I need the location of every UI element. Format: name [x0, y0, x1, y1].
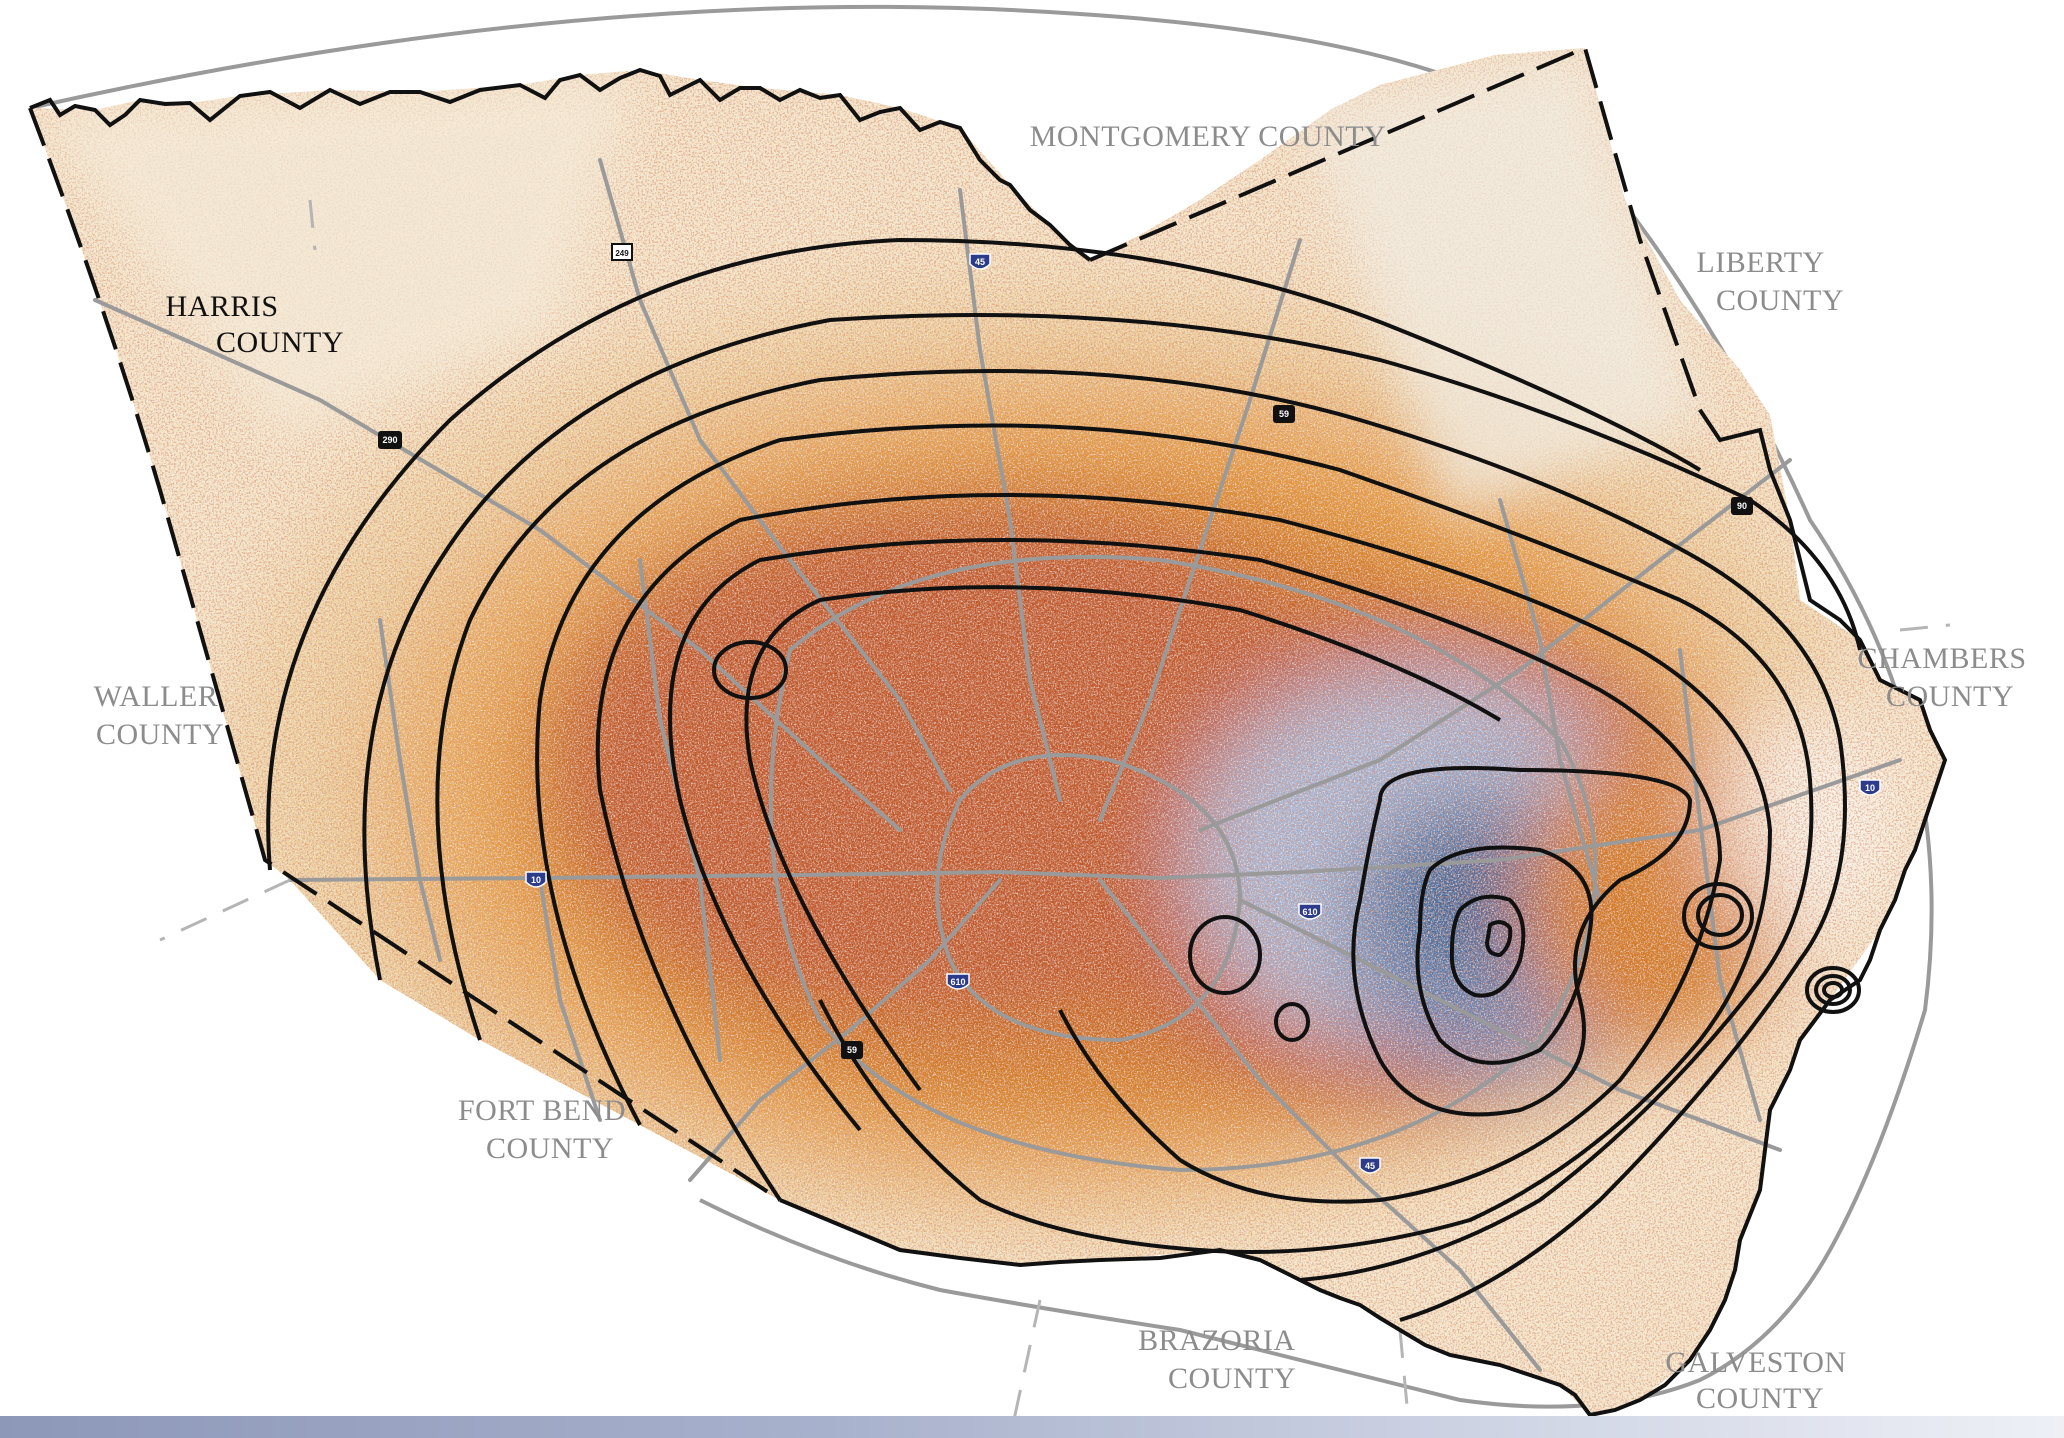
- shield-i610-west: 610: [946, 973, 970, 990]
- shield-i10-west: 10: [525, 871, 547, 888]
- contour-3: [435, 369, 1847, 1322]
- road-us59-south: [688, 878, 1002, 1182]
- harris-county-boundary: [28, 45, 1948, 1418]
- road-us290: [93, 298, 902, 832]
- outside-roads: [159, 199, 1951, 1438]
- contour-se-peak-mid: [1814, 974, 1852, 1006]
- contour-7: [744, 585, 1502, 1092]
- shield-sh249: 249: [611, 243, 633, 261]
- shield-label: 249: [615, 249, 629, 258]
- contour-inner-d: [1484, 920, 1513, 958]
- contour-se-peak-outer: [1805, 966, 1861, 1014]
- label-chambers-county: CHAMBERS COUNTY: [1857, 642, 2034, 713]
- shield-label: 45: [975, 257, 985, 267]
- shield-us59-south: 59: [841, 1041, 863, 1059]
- contour-east-peak-inner: [1696, 893, 1744, 937]
- footer-gradient-bar: [0, 1416, 2064, 1438]
- boundary-northeast-dashed: [1089, 45, 1702, 411]
- county-labels: HARRIS COUNTY MONTGOMERY COUNTY LIBERTY …: [94, 120, 2034, 1415]
- contour-1: [266, 237, 1702, 871]
- shield-label: 45: [1365, 1161, 1375, 1171]
- contour-inner-b: [1415, 845, 1594, 1065]
- shield-label: 90: [1737, 501, 1747, 511]
- shield-label: 610: [1302, 907, 1317, 917]
- shield-label: 59: [1279, 409, 1289, 419]
- contour-inner-c: [1449, 894, 1526, 998]
- boundary-east-ragged: [779, 408, 1948, 1418]
- road-grid-3: [1498, 498, 1602, 902]
- boundary-west-dashed: [28, 107, 782, 1202]
- contour-east-peak-outer: [1682, 882, 1754, 950]
- highway-shields: 249 45 290 59 90 10 610 610: [378, 243, 1881, 1174]
- label-waller-county: WALLER COUNTY: [94, 680, 227, 751]
- shield-label: 610: [950, 977, 965, 987]
- shield-label: 290: [382, 435, 397, 445]
- contour-west-peak: [712, 640, 788, 700]
- contour-lines: [266, 237, 1862, 1322]
- shield-i45-south: 45: [1359, 1157, 1381, 1174]
- road-i10-west: [288, 758, 1902, 882]
- road-us90: [1198, 458, 1792, 832]
- label-liberty-county: LIBERTY COUNTY: [1696, 246, 1844, 317]
- contour-2: [362, 313, 1862, 981]
- contour-4: [535, 423, 1814, 1282]
- road-loop-610: [935, 753, 1243, 1043]
- label-fort-bend-county: FORT BEND COUNTY: [458, 1094, 634, 1165]
- shield-label: 59: [847, 1045, 857, 1055]
- road-i45-south: [1098, 878, 1542, 1372]
- road-grid-2: [378, 618, 442, 962]
- label-galveston-county: GALVESTON COUNTY: [1665, 1346, 1854, 1415]
- shield-us290: 290: [378, 431, 402, 449]
- contour-6: [668, 538, 1723, 1204]
- contour-center-peak: [1188, 915, 1262, 995]
- label-harris-county: HARRIS COUNTY: [165, 290, 344, 359]
- shield-label: 10: [1865, 783, 1875, 793]
- road-i45-north: [958, 188, 1062, 802]
- shield-i610-north: 610: [1298, 903, 1322, 920]
- shield-i45-north: 45: [969, 253, 991, 270]
- boundary-north-ragged: [29, 67, 1092, 262]
- outer-region-boundary: [29, 4, 1934, 1409]
- label-brazoria-county: BRAZORIA COUNTY: [1138, 1324, 1302, 1395]
- shield-us90: 90: [1731, 497, 1753, 515]
- contour-5: [595, 493, 1773, 1254]
- shield-us59-north: 59: [1273, 405, 1295, 423]
- shield-label: 10: [531, 875, 541, 885]
- road-south-east: [1238, 898, 1782, 1152]
- road-beltway: [768, 554, 1598, 1173]
- shield-i10-east: 10: [1859, 779, 1881, 796]
- label-montgomery-county: MONTGOMERY COUNTY: [1030, 120, 1387, 153]
- contour-inner-a: [1351, 766, 1693, 1117]
- road-west-loop: [538, 878, 602, 1122]
- road-sh249: [598, 158, 952, 792]
- contour-center-small: [1274, 1002, 1310, 1042]
